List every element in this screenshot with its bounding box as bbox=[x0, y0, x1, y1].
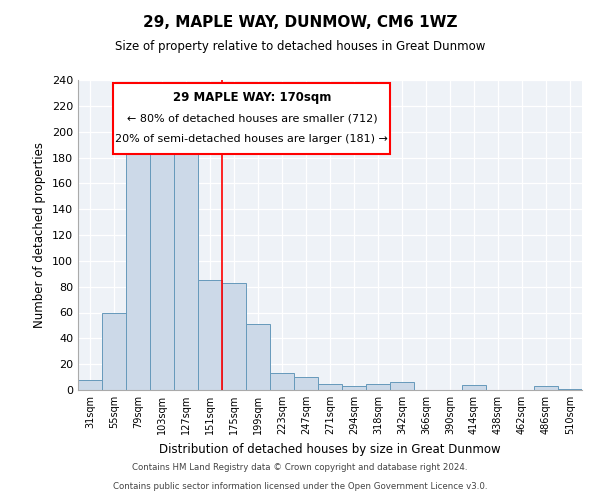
Bar bbox=[390, 382, 414, 390]
Bar bbox=[198, 280, 222, 390]
Text: 20% of semi-detached houses are larger (181) →: 20% of semi-detached houses are larger (… bbox=[115, 134, 388, 143]
Text: 29 MAPLE WAY: 170sqm: 29 MAPLE WAY: 170sqm bbox=[173, 91, 331, 104]
Bar bbox=[78, 380, 102, 390]
Bar bbox=[366, 384, 390, 390]
Bar bbox=[534, 386, 558, 390]
X-axis label: Distribution of detached houses by size in Great Dunmow: Distribution of detached houses by size … bbox=[159, 442, 501, 456]
Bar bbox=[126, 130, 150, 390]
Bar bbox=[558, 388, 582, 390]
Bar bbox=[150, 150, 174, 390]
Bar bbox=[246, 324, 270, 390]
Bar bbox=[174, 140, 198, 390]
Bar bbox=[294, 377, 318, 390]
Bar bbox=[462, 385, 486, 390]
Bar bbox=[270, 373, 294, 390]
Text: Contains public sector information licensed under the Open Government Licence v3: Contains public sector information licen… bbox=[113, 482, 487, 491]
Y-axis label: Number of detached properties: Number of detached properties bbox=[34, 142, 46, 328]
Text: 29, MAPLE WAY, DUNMOW, CM6 1WZ: 29, MAPLE WAY, DUNMOW, CM6 1WZ bbox=[143, 15, 457, 30]
FancyBboxPatch shape bbox=[113, 83, 391, 154]
Bar bbox=[342, 386, 366, 390]
Text: Size of property relative to detached houses in Great Dunmow: Size of property relative to detached ho… bbox=[115, 40, 485, 53]
Bar bbox=[318, 384, 342, 390]
Text: Contains HM Land Registry data © Crown copyright and database right 2024.: Contains HM Land Registry data © Crown c… bbox=[132, 464, 468, 472]
Text: ← 80% of detached houses are smaller (712): ← 80% of detached houses are smaller (71… bbox=[127, 114, 377, 124]
Bar bbox=[222, 283, 246, 390]
Bar bbox=[102, 312, 126, 390]
